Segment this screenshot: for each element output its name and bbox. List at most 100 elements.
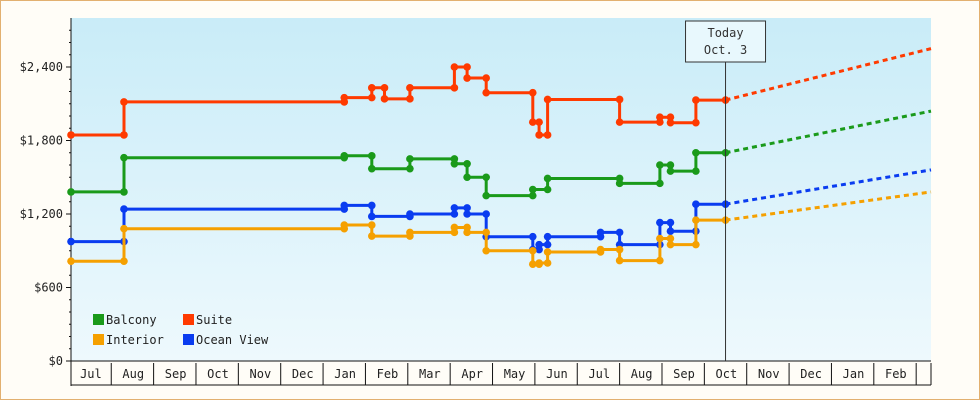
x-tick-label: Oct xyxy=(207,367,229,381)
x-axis: Jul Aug Sep Oct Nov Dec Jan Feb Mar Apr May Jun Jul A… xyxy=(70,360,932,386)
data-point xyxy=(692,167,700,175)
data-point xyxy=(528,260,537,269)
x-tick-label: Feb xyxy=(377,367,399,381)
data-point xyxy=(367,164,376,173)
x-tick-label: Dec xyxy=(292,367,314,381)
data-point xyxy=(528,88,537,97)
y-tick-label: $0 xyxy=(49,354,63,368)
data-point xyxy=(535,259,543,267)
legend-swatch xyxy=(183,314,194,325)
plot-area xyxy=(71,18,931,361)
data-point xyxy=(120,224,128,233)
series-layer xyxy=(67,47,932,269)
data-point xyxy=(615,256,624,265)
data-point xyxy=(615,179,624,188)
data-point xyxy=(666,218,675,227)
data-point xyxy=(450,63,459,71)
x-tick-label: Apr xyxy=(461,367,483,381)
data-point xyxy=(367,201,376,210)
data-point xyxy=(463,228,471,237)
data-point xyxy=(692,148,700,157)
data-point xyxy=(543,185,552,194)
y-tick-label: $2,400 xyxy=(20,60,63,74)
data-point xyxy=(656,161,664,169)
data-point xyxy=(367,212,376,221)
data-point xyxy=(596,228,605,237)
x-tick-label: May xyxy=(504,367,526,381)
data-point xyxy=(406,84,414,92)
data-point xyxy=(666,167,675,175)
today-box xyxy=(685,20,767,63)
data-point xyxy=(120,257,128,265)
data-point xyxy=(450,210,459,218)
x-tick-label: Sep xyxy=(165,367,187,381)
today-label: Today xyxy=(707,26,743,40)
data-point xyxy=(463,173,471,182)
data-point xyxy=(367,84,376,92)
x-tick-label: Nov xyxy=(250,367,272,381)
data-point xyxy=(340,152,349,160)
data-point xyxy=(666,113,675,122)
y-axis: $0 $600 $1,200 $1,800 $2,400 xyxy=(20,18,72,386)
legend-label: Suite xyxy=(196,313,232,327)
x-tick-label: Nov xyxy=(758,367,780,381)
data-point xyxy=(450,159,459,168)
data-point xyxy=(120,98,128,106)
legend: Balcony Suite Interior Ocean View xyxy=(93,313,269,347)
data-point xyxy=(666,118,675,127)
data-point xyxy=(656,256,664,265)
data-point xyxy=(656,113,664,122)
data-point xyxy=(615,95,624,104)
data-point xyxy=(67,131,75,139)
data-point xyxy=(482,228,490,237)
data-point xyxy=(463,210,471,218)
data-point xyxy=(543,174,552,183)
x-tick-label: Aug xyxy=(122,367,144,381)
data-point xyxy=(692,200,700,208)
series-balcony xyxy=(67,109,932,200)
x-tick-label: Jul xyxy=(588,367,610,381)
data-point xyxy=(615,245,624,254)
data-point xyxy=(406,210,414,218)
data-point xyxy=(120,188,128,196)
data-point xyxy=(406,228,414,237)
data-point xyxy=(543,259,552,267)
today-marker: Today Oct. 3 xyxy=(685,20,767,361)
data-point xyxy=(482,246,490,255)
y-tick-label: $1,200 xyxy=(20,207,63,221)
x-tick-label: Aug xyxy=(631,367,653,381)
series-forecast-line xyxy=(725,168,932,206)
data-point xyxy=(67,237,75,246)
data-point xyxy=(528,246,537,255)
data-point xyxy=(340,201,349,210)
legend-swatch xyxy=(93,314,104,325)
data-point xyxy=(596,245,605,254)
series-ocean-view xyxy=(67,168,932,254)
data-point xyxy=(666,240,675,249)
data-point xyxy=(692,216,700,224)
data-point xyxy=(482,88,490,97)
data-point xyxy=(666,161,675,169)
data-point xyxy=(120,205,128,213)
data-point xyxy=(543,240,552,249)
legend-label: Balcony xyxy=(106,313,157,327)
series-line xyxy=(71,151,726,198)
data-point xyxy=(535,131,543,139)
y-tick-label: $1,800 xyxy=(20,134,63,148)
data-point xyxy=(380,95,389,103)
data-point xyxy=(450,84,459,92)
data-point xyxy=(666,234,675,243)
data-point xyxy=(67,188,75,196)
data-point xyxy=(406,155,414,163)
data-point xyxy=(692,240,700,249)
x-tick-label: Jun xyxy=(546,367,568,381)
data-point xyxy=(535,118,543,126)
x-tick-label: Jan xyxy=(843,367,865,381)
x-tick-label: Mar xyxy=(419,367,441,381)
data-point xyxy=(463,204,471,212)
data-point xyxy=(120,131,128,139)
data-point xyxy=(543,131,552,139)
y-tick-label: $600 xyxy=(34,281,63,295)
series-forecast-line xyxy=(725,109,932,155)
data-point xyxy=(367,93,376,102)
